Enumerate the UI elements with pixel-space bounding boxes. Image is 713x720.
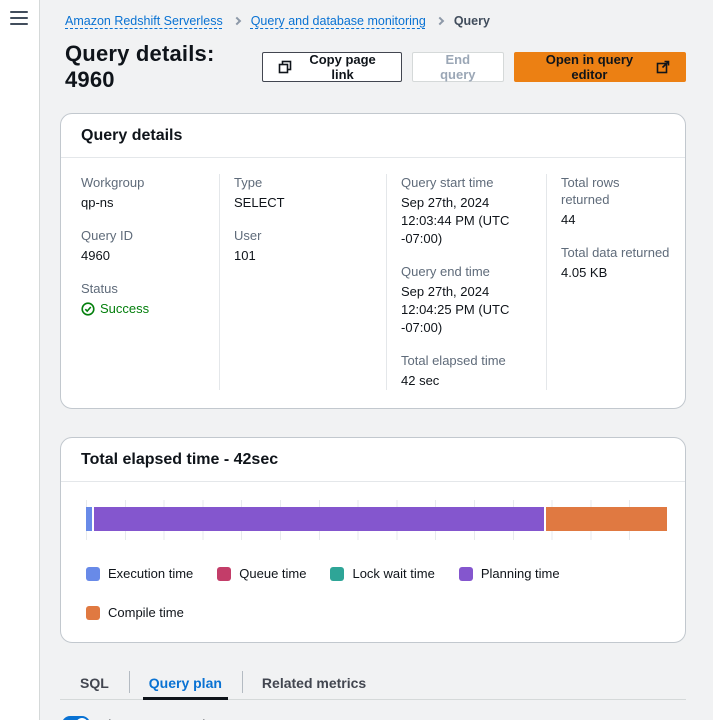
field-user: User 101 (234, 227, 372, 265)
field-value: 101 (234, 247, 372, 265)
copy-page-link-label: Copy page link (299, 52, 385, 82)
field-label: Query ID (81, 227, 205, 244)
external-link-icon (656, 60, 670, 74)
field-value: qp-ns (81, 194, 205, 212)
tab-sql[interactable]: SQL (60, 667, 129, 699)
legend-item-compile-time[interactable]: Compile time (86, 605, 184, 620)
field-value: 4.05 KB (561, 264, 671, 282)
bar-segment-planning-time (94, 507, 544, 531)
elapsed-time-panel-header: Total elapsed time - 42sec (61, 438, 685, 481)
main-content: Amazon Redshift Serverless Query and dat… (40, 0, 713, 720)
field-label: Workgroup (81, 174, 205, 191)
legend-label: Planning time (481, 566, 560, 581)
field-label: Total data returned (561, 244, 671, 261)
tab-related-metrics[interactable]: Related metrics (242, 667, 386, 699)
field-label: Status (81, 280, 205, 297)
legend-label: Execution time (108, 566, 193, 581)
field-label: Total rows returned (561, 174, 671, 208)
query-details-panel-header: Query details (61, 114, 685, 157)
query-details-panel-title: Query details (81, 127, 182, 145)
legend-item-execution-time[interactable]: Execution time (86, 566, 193, 581)
legend-item-planning-time[interactable]: Planning time (459, 566, 560, 581)
field-label: Total elapsed time (401, 352, 532, 369)
field-workgroup: Workgroup qp-ns (81, 174, 205, 212)
field-query-end-time: Query end time Sep 27th, 2024 12:04:25 P… (401, 263, 532, 337)
breadcrumb: Amazon Redshift Serverless Query and dat… (65, 14, 686, 28)
page-title: Query details: 4960 (65, 41, 262, 93)
end-query-label: End query (428, 52, 488, 82)
elapsed-time-panel: Total elapsed time - 42sec Execution tim… (60, 437, 686, 643)
view-new-query-plan-row: View new query plan (62, 716, 686, 720)
detail-tabs: SQL Query plan Related metrics (60, 667, 686, 700)
elapsed-bar (86, 507, 667, 531)
app-layout: Amazon Redshift Serverless Query and dat… (0, 0, 713, 720)
field-value: 42 sec (401, 372, 532, 390)
elapsed-time-panel-title: Total elapsed time - 42sec (81, 451, 278, 469)
query-details-column-2: Type SELECT User 101 (219, 174, 386, 390)
field-value: 44 (561, 211, 671, 229)
field-total-rows-returned: Total rows returned 44 (561, 174, 671, 229)
copy-page-link-button[interactable]: Copy page link (262, 52, 401, 82)
field-value: Sep 27th, 2024 12:04:25 PM (UTC -07:00) (401, 283, 532, 337)
chart-legend: Execution time Queue time Lock wait time… (86, 566, 667, 620)
field-value: 4960 (81, 247, 205, 265)
field-value: SELECT (234, 194, 372, 212)
field-query-id: Query ID 4960 (81, 227, 205, 265)
legend-swatch (330, 567, 344, 581)
end-query-button[interactable]: End query (412, 52, 504, 82)
legend-swatch (86, 606, 100, 620)
chevron-right-icon (232, 17, 240, 25)
query-details-column-4: Total rows returned 44 Total data return… (546, 174, 685, 390)
legend-item-lock-wait-time[interactable]: Lock wait time (330, 566, 434, 581)
chart-grid (86, 500, 667, 540)
copy-icon (278, 60, 292, 74)
legend-label: Compile time (108, 605, 184, 620)
breadcrumb-current-query: Query (454, 14, 490, 28)
query-details-panel: Query details Workgroup qp-ns Query ID 4… (60, 113, 686, 409)
breadcrumb-link-redshift-serverless[interactable]: Amazon Redshift Serverless (65, 14, 223, 28)
field-total-data-returned: Total data returned 4.05 KB (561, 244, 671, 282)
bar-segment-execution-time (86, 507, 92, 531)
legend-swatch (217, 567, 231, 581)
field-total-elapsed-time: Total elapsed time 42 sec (401, 352, 532, 390)
legend-swatch (459, 567, 473, 581)
open-in-query-editor-label: Open in query editor (530, 52, 649, 82)
legend-item-queue-time[interactable]: Queue time (217, 566, 306, 581)
tab-label: Related metrics (262, 675, 366, 691)
status-badge: Success (81, 300, 205, 318)
field-type: Type SELECT (234, 174, 372, 212)
field-value: Sep 27th, 2024 12:03:44 PM (UTC -07:00) (401, 194, 532, 248)
legend-swatch (86, 567, 100, 581)
query-details-column-3: Query start time Sep 27th, 2024 12:03:44… (386, 174, 546, 390)
tab-label: Query plan (149, 675, 222, 691)
field-label: Query end time (401, 263, 532, 280)
open-in-query-editor-button[interactable]: Open in query editor (514, 52, 686, 82)
query-details-grid: Workgroup qp-ns Query ID 4960 Status Suc… (61, 158, 685, 408)
page-header: Query details: 4960 Copy page link End q… (65, 41, 686, 93)
view-new-query-plan-label: View new query plan (100, 717, 220, 720)
view-new-query-plan-toggle[interactable] (62, 716, 90, 720)
field-label: User (234, 227, 372, 244)
status-text: Success (100, 300, 149, 318)
field-query-start-time: Query start time Sep 27th, 2024 12:03:44… (401, 174, 532, 248)
legend-label: Queue time (239, 566, 306, 581)
breadcrumb-link-query-monitoring[interactable]: Query and database monitoring (251, 14, 426, 28)
hamburger-menu-icon[interactable] (10, 11, 28, 25)
elapsed-time-chart: Execution time Queue time Lock wait time… (61, 482, 685, 642)
collapsed-side-nav (0, 0, 40, 720)
field-label: Type (234, 174, 372, 191)
header-actions: Copy page link End query Open in query e… (262, 52, 686, 82)
field-label: Query start time (401, 174, 532, 191)
tab-query-plan[interactable]: Query plan (129, 667, 242, 699)
tab-label: SQL (80, 675, 109, 691)
bar-segment-compile-time (546, 507, 667, 531)
field-status: Status Success (81, 280, 205, 318)
chevron-right-icon (436, 17, 444, 25)
query-details-column-1: Workgroup qp-ns Query ID 4960 Status Suc… (61, 174, 219, 390)
success-check-icon (81, 302, 95, 316)
legend-label: Lock wait time (352, 566, 434, 581)
